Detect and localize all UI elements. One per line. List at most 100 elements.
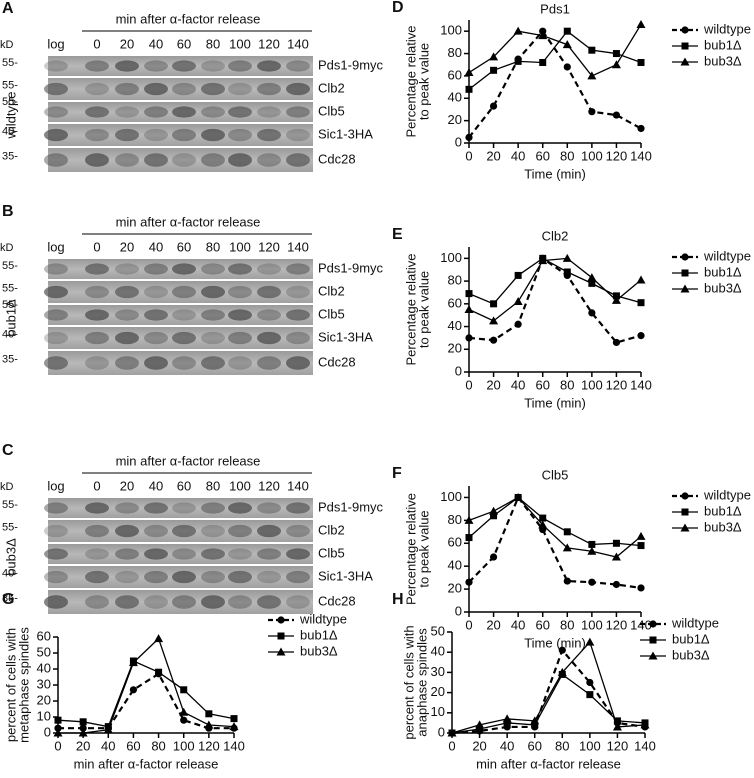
legend-label: bub3Δ: [300, 643, 338, 658]
legend-symbol: [649, 620, 657, 628]
marker-label: 55-: [2, 499, 18, 511]
x-tick-label: 80: [560, 148, 574, 163]
blot-band: [172, 60, 196, 72]
point: [229, 722, 239, 731]
strain-label: wildtype: [3, 92, 18, 140]
blot-band: [228, 153, 252, 167]
blot-band: [286, 331, 310, 345]
point: [513, 492, 523, 501]
series-line: [468, 24, 642, 77]
x-tick-label: 80: [555, 738, 569, 753]
blot-band: [115, 128, 139, 142]
blot-header: min after α-factor release: [116, 453, 261, 468]
y-tick-label: 50: [431, 623, 445, 638]
blot-band: [172, 548, 196, 560]
point: [103, 725, 113, 734]
point: [78, 728, 88, 737]
series-line: [468, 29, 642, 139]
blot-band: [85, 570, 109, 584]
series: [53, 634, 239, 737]
blot-band: [85, 153, 109, 167]
point: [79, 724, 87, 732]
series-line: [468, 496, 642, 558]
blot-band: [172, 524, 196, 538]
blot-band: [144, 60, 168, 72]
blot-band: [85, 502, 109, 514]
blot-band: [144, 263, 168, 275]
blot-band: [228, 82, 252, 96]
blot-band: [115, 106, 139, 118]
blot-band: [44, 153, 68, 167]
lane-label: 80: [206, 36, 220, 51]
blot-band: [85, 548, 109, 560]
point: [53, 728, 63, 737]
y-tick-label: 40: [448, 318, 462, 333]
blot-band: [201, 285, 225, 299]
x-tick-label: 0: [448, 738, 455, 753]
y-tick-label: 80: [448, 45, 462, 60]
blot-band: [144, 331, 168, 345]
lane-label: 0: [93, 239, 100, 254]
blot-band: [115, 548, 139, 560]
point: [79, 718, 87, 726]
blot-band: [144, 548, 168, 560]
blot-band: [85, 595, 109, 609]
x-axis-label: Time (min): [524, 395, 586, 410]
blot-band: [85, 60, 109, 72]
legend-symbol: [681, 42, 689, 50]
blot-band: [44, 595, 68, 609]
blot-band: [257, 263, 281, 275]
point: [612, 50, 620, 58]
blot-band: [257, 524, 281, 538]
lane-label: 20: [120, 36, 134, 51]
blot-band: [201, 595, 225, 609]
x-tick-label: 60: [535, 148, 549, 163]
legend-label: bub3Δ: [672, 647, 710, 662]
blot-strip: [48, 351, 313, 375]
blot-band: [257, 128, 281, 142]
blot-band: [44, 60, 68, 72]
marker-label: 55-: [2, 57, 18, 69]
lane-label: 0: [93, 36, 100, 51]
y-tick-label: 20: [448, 341, 462, 356]
blot-band: [115, 60, 139, 72]
marker-label: 55-: [2, 260, 18, 272]
panel-letter: B: [2, 203, 14, 220]
blot-band: [286, 82, 310, 96]
point: [205, 710, 213, 718]
blot-band: [85, 285, 109, 299]
point: [489, 506, 499, 515]
point: [588, 46, 596, 54]
point: [613, 717, 621, 725]
blot-band: [201, 153, 225, 167]
x-tick-label: 140: [630, 148, 652, 163]
point: [563, 27, 571, 35]
point: [562, 543, 572, 552]
point: [637, 542, 645, 550]
lane-label: 140: [287, 36, 309, 51]
point: [539, 58, 547, 66]
panel-letter: C: [2, 442, 14, 459]
point: [637, 299, 645, 307]
series-line: [451, 648, 646, 735]
blot-strip: [48, 124, 313, 146]
point: [538, 256, 548, 265]
point: [489, 316, 499, 325]
x-tick-label: 120: [607, 738, 629, 753]
blot-band: [201, 309, 225, 321]
point: [587, 546, 597, 555]
blot-band: [201, 263, 225, 275]
blot-band: [85, 356, 109, 370]
blot-band: [144, 595, 168, 609]
point: [636, 19, 646, 28]
blot-band: [172, 595, 196, 609]
lane-label: 80: [206, 478, 220, 493]
series: [465, 493, 645, 550]
blot-band: [201, 128, 225, 142]
blot-band: [144, 502, 168, 514]
legend-symbol: [277, 616, 285, 624]
marker-label: 55-: [2, 283, 18, 295]
blot-band: [44, 356, 68, 370]
point: [465, 85, 473, 93]
blot-band: [115, 309, 139, 321]
